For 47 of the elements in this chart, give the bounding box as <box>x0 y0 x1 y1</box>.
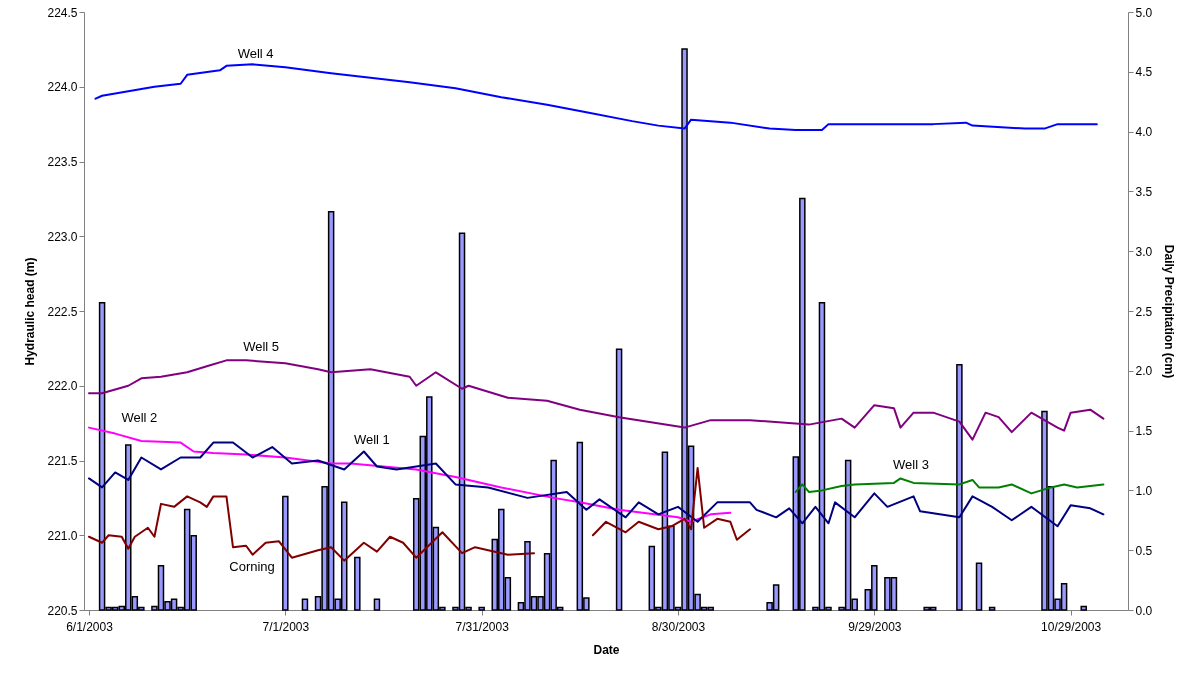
y-tick-label: 220.5 <box>47 603 78 618</box>
y2-tick-label: 4.5 <box>1135 65 1153 80</box>
series-label: Well 5 <box>243 339 280 355</box>
line-series <box>794 477 1105 495</box>
series-label: Corning <box>229 558 275 574</box>
y-tick-label: 221.0 <box>47 528 78 543</box>
x-tick-label: 8/30/2003 <box>651 619 706 634</box>
bar <box>956 364 963 611</box>
bar <box>282 495 289 611</box>
y2-tick-label: 2.0 <box>1135 364 1153 379</box>
y2-tick-label: 1.5 <box>1135 424 1153 439</box>
series-label: Well 1 <box>353 431 390 447</box>
y-tick-label: 222.0 <box>47 379 78 394</box>
x-axis-title: Date <box>593 642 620 657</box>
x-tick-label: 9/29/2003 <box>848 619 902 634</box>
y-tick-label: 221.5 <box>47 454 78 468</box>
x-tick-label: 10/29/2003 <box>1041 619 1102 634</box>
bar <box>373 598 381 611</box>
bar <box>1080 605 1087 611</box>
y2-tick-label: 1.0 <box>1135 483 1153 498</box>
bar <box>988 606 996 611</box>
y2-axis-title: Daily Precipitation (cm) <box>1162 244 1177 379</box>
y2-tick-label: 0.5 <box>1135 543 1153 558</box>
y-tick-label: 224.5 <box>47 5 78 20</box>
y2-tick-label: 5.0 <box>1135 5 1153 20</box>
y2-tick-label: 3.0 <box>1135 244 1153 259</box>
y-tick-label: 222.5 <box>47 304 78 319</box>
y-tick-label: 223.0 <box>47 229 78 244</box>
x-tick-label: 6/1/2003 <box>66 619 114 634</box>
bar <box>975 562 983 611</box>
x-tick-label: 7/31/2003 <box>455 619 510 634</box>
series-label: Well 2 <box>121 410 158 426</box>
bar <box>478 606 485 611</box>
line-series <box>88 426 732 523</box>
y-tick-label: 223.5 <box>47 155 78 169</box>
y2-tick-label: 2.5 <box>1135 304 1153 319</box>
bar <box>301 598 309 611</box>
y-axis-title: Hydraulic head (m) <box>23 257 38 366</box>
line-series <box>94 63 1098 132</box>
y2-tick-label: 3.5 <box>1135 184 1153 199</box>
series-label: Well 3 <box>893 456 929 472</box>
y-tick-label: 224.0 <box>47 80 78 95</box>
y2-tick-label: 4.0 <box>1135 125 1153 140</box>
x-tick-label: 7/1/2003 <box>262 619 310 634</box>
y2-tick-label: 0.0 <box>1135 603 1153 618</box>
series-label: Well 4 <box>237 46 274 62</box>
bar <box>354 556 361 611</box>
